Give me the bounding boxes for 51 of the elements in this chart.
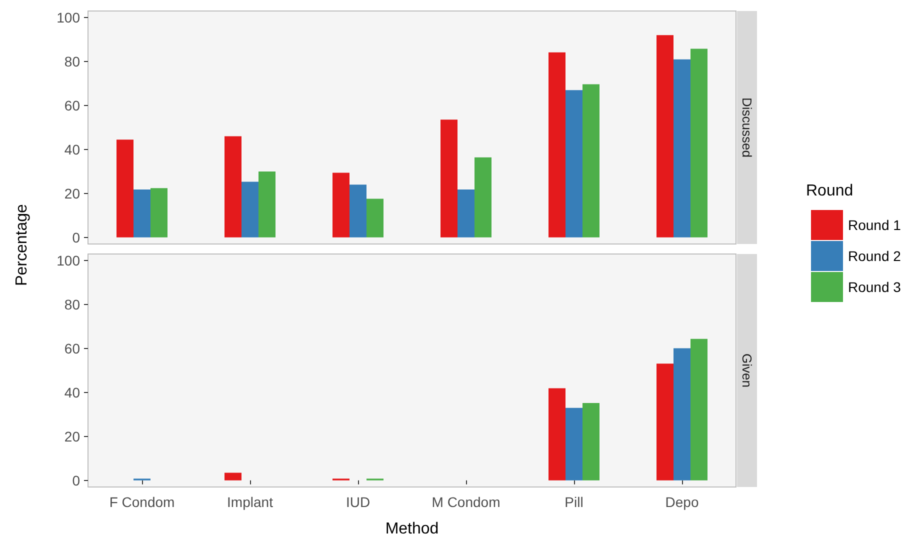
bar [548,52,566,238]
bar [116,140,134,238]
x-tick-label: IUD [346,494,370,510]
y-tick-label: 100 [56,10,80,26]
legend-label: Round 3 [848,279,902,295]
bar [440,120,458,238]
y-tick-label: 20 [64,428,80,444]
bar [224,472,242,480]
legend-label: Round 1 [848,217,902,233]
bar [582,403,600,480]
bar [566,90,582,238]
y-axis-title: Percentage [14,204,30,286]
y-tick-label: 40 [64,141,80,158]
bar [350,184,366,238]
bar [656,364,674,480]
legend-label: Round 2 [848,248,902,264]
x-tick-label: Implant [227,494,274,510]
bar [366,198,384,238]
y-tick-label: 0 [72,229,80,246]
y-tick-label: 60 [64,340,80,357]
x-tick-label: Pill [564,494,584,510]
bar [548,388,566,480]
bar [134,189,150,238]
x-tick-label: Depo [665,494,699,510]
bar [674,59,690,238]
x-tick-label: M Condom [432,494,500,510]
x-tick-label: F Condom [109,494,175,510]
bar [474,157,492,238]
bar [458,189,474,238]
bar [258,171,276,238]
y-tick-label: 60 [64,98,80,114]
y-tick-label: 100 [56,252,80,269]
x-axis-title: Method [385,520,439,538]
bar [674,348,690,480]
legend-title: Round [806,182,854,200]
bar [566,408,582,480]
bar [332,172,350,238]
y-tick-label: 80 [64,54,80,70]
y-tick-label: 80 [64,296,80,313]
bar [690,338,708,480]
bar [224,136,242,238]
bar [690,48,708,238]
bar [242,182,258,238]
y-tick-label: 0 [72,472,80,488]
bar [582,84,600,238]
y-tick-label: 20 [64,185,80,202]
bar [656,35,674,238]
text: Discussed [740,98,754,158]
y-tick-label: 40 [64,384,80,400]
text: Given [740,354,754,388]
bar [150,188,168,238]
